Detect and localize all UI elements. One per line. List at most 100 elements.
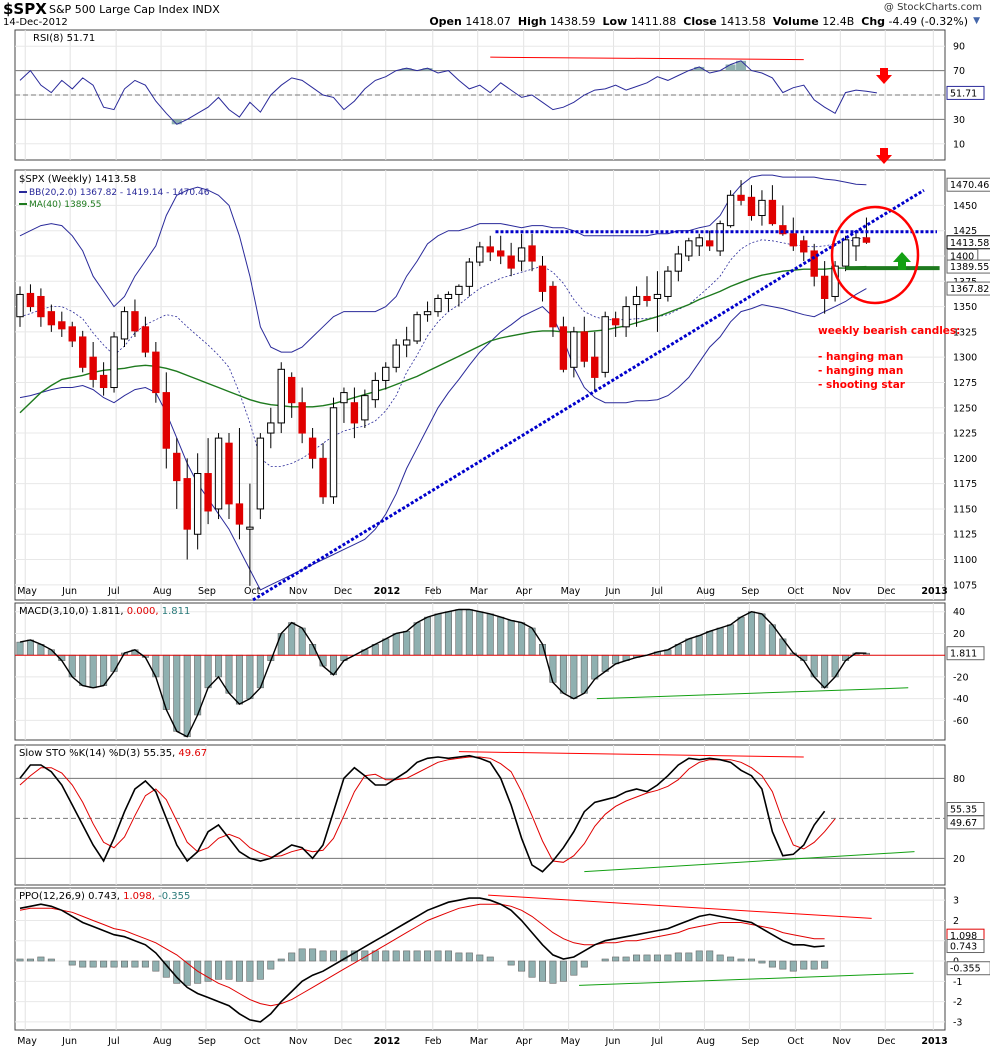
ppo-hist-bar: [392, 950, 400, 962]
ppo-hist-bar: [183, 960, 191, 986]
x-axis-label: Jun: [61, 586, 77, 597]
y-tick-label: -1: [953, 977, 962, 988]
ppo-hist-bar: [152, 960, 160, 972]
rsi-down-arrow-icon: [876, 68, 892, 84]
y-tick-label: 20: [953, 629, 965, 640]
candle-body: [716, 223, 724, 252]
ppo-hist-bar: [789, 960, 797, 972]
x-axis-label: May: [17, 586, 37, 597]
x-axis-label: Dec: [877, 1036, 895, 1047]
candle-body: [214, 437, 223, 510]
ppo-hist-bar: [664, 954, 672, 962]
candle-body: [434, 297, 442, 313]
ppo-hist-bar: [758, 960, 766, 964]
macd-hist-bar: [235, 654, 243, 705]
index-name: S&P 500 Large Cap Index INDX: [49, 3, 220, 16]
x-axis-label: Oct: [787, 586, 804, 597]
macd-hist-bar: [277, 633, 285, 656]
ppo-hist-last: -0.355: [950, 964, 981, 975]
candle-body: [455, 285, 463, 295]
ppo-hist-bar: [538, 960, 546, 982]
ppo-hist-bar: [549, 960, 557, 984]
macd-hist-bar: [26, 639, 34, 656]
rsi-title: RSI(8) 51.71: [33, 33, 95, 44]
ppo-line: [19, 897, 825, 1023]
x-axis-label: Jul: [651, 1036, 663, 1047]
price-right-label-box: [946, 281, 990, 296]
ppo-hist-bar: [727, 956, 735, 962]
candle-body: [267, 422, 275, 434]
ppo-hist-bar: [215, 960, 223, 980]
ppo-hist-bar: [507, 960, 515, 966]
y-tick-label: -40: [953, 694, 969, 705]
ma-legend: MA(40) 1389.55: [29, 200, 101, 210]
ma40-line: [19, 265, 867, 414]
ppo-hist-bar: [288, 952, 296, 962]
macd-hist-bar: [434, 613, 442, 656]
candle-body: [256, 437, 265, 510]
ppo-hist-bar: [810, 960, 818, 970]
x-axis-label: May: [561, 586, 581, 597]
ppo-hist-bar: [16, 958, 24, 962]
sto-legend-value: 49.67: [178, 748, 207, 759]
candle-body: [517, 247, 526, 262]
x-axis-label: Dec: [334, 586, 352, 597]
ppo-hist-bar: [110, 960, 118, 968]
candle-body: [664, 270, 672, 297]
symbol-title: $SPX: [3, 0, 47, 18]
candle-body: [183, 478, 191, 530]
price-right-label: 1400: [950, 252, 974, 263]
price-down-arrow-icon: [876, 148, 892, 164]
candle-body: [737, 194, 745, 201]
bb-upper-line: [19, 174, 867, 353]
macd-legend-value: 1.811,: [92, 606, 127, 617]
candle-body: [622, 306, 630, 328]
candle-body: [611, 318, 620, 326]
ppo-hist-bar: [737, 958, 745, 962]
x-axis-label: 2012: [374, 586, 400, 597]
ppo-hist-bar: [89, 960, 97, 968]
macd-hist-bar: [100, 654, 108, 686]
macd-legend-value: 1.811: [162, 606, 191, 617]
bb-mid-line: [19, 236, 867, 467]
candle-body: [706, 240, 714, 247]
ppo-hist-bar: [319, 950, 327, 962]
ppo-legend-value: 1.098,: [123, 891, 158, 902]
x-axis-label: Oct: [244, 1036, 261, 1047]
y-tick-label: 1325: [953, 327, 977, 338]
x-axis-label: Dec: [334, 1036, 352, 1047]
y-tick-label: 90: [953, 42, 965, 53]
chart-date: 14-Dec-2012: [3, 17, 68, 28]
ppo-hist-bar: [100, 960, 108, 968]
candle-body: [444, 293, 453, 299]
ppo-legend-value: -0.355: [158, 891, 190, 902]
ppo-hist-bar: [47, 958, 55, 962]
ppo-title: PPO(12,26,9) 0.743, 1.098, -0.355: [19, 891, 190, 902]
ppo-signal-line: [19, 903, 825, 1007]
ppo-hist-bar: [768, 960, 776, 968]
ppo-hist-bar: [256, 960, 264, 980]
price-right-label-box: [946, 259, 990, 274]
macd-title: MACD(3,10,0) 1.811, 0.000, 1.811: [19, 606, 190, 617]
ppo-hist-bar: [340, 950, 348, 962]
sto-panel: [14, 744, 946, 886]
macd-legend-value: 0.000,: [127, 606, 162, 617]
sto-d-last-box: [946, 815, 985, 830]
macd-hist-bar: [747, 611, 755, 656]
macd-hist-bar: [382, 638, 390, 656]
ppo-hist-bar: [121, 960, 129, 968]
candle-body: [747, 196, 756, 217]
candle-body: [852, 237, 860, 247]
macd-hist-bar: [507, 620, 515, 656]
ppo-hist-bar: [204, 960, 212, 982]
x-axis-label: Jun: [605, 1036, 621, 1047]
price-title: $SPX (Weekly) 1413.58: [19, 174, 136, 185]
candle-body: [277, 368, 285, 424]
y-tick-label: 1450: [953, 201, 977, 212]
candle-body: [308, 437, 317, 459]
macd-last-value-box: [946, 646, 985, 661]
candle-body: [685, 240, 693, 257]
macd-hist-bar: [486, 613, 494, 656]
chg-dropdown-icon[interactable]: ▼: [973, 16, 980, 26]
macd-hist-bar: [685, 638, 693, 656]
